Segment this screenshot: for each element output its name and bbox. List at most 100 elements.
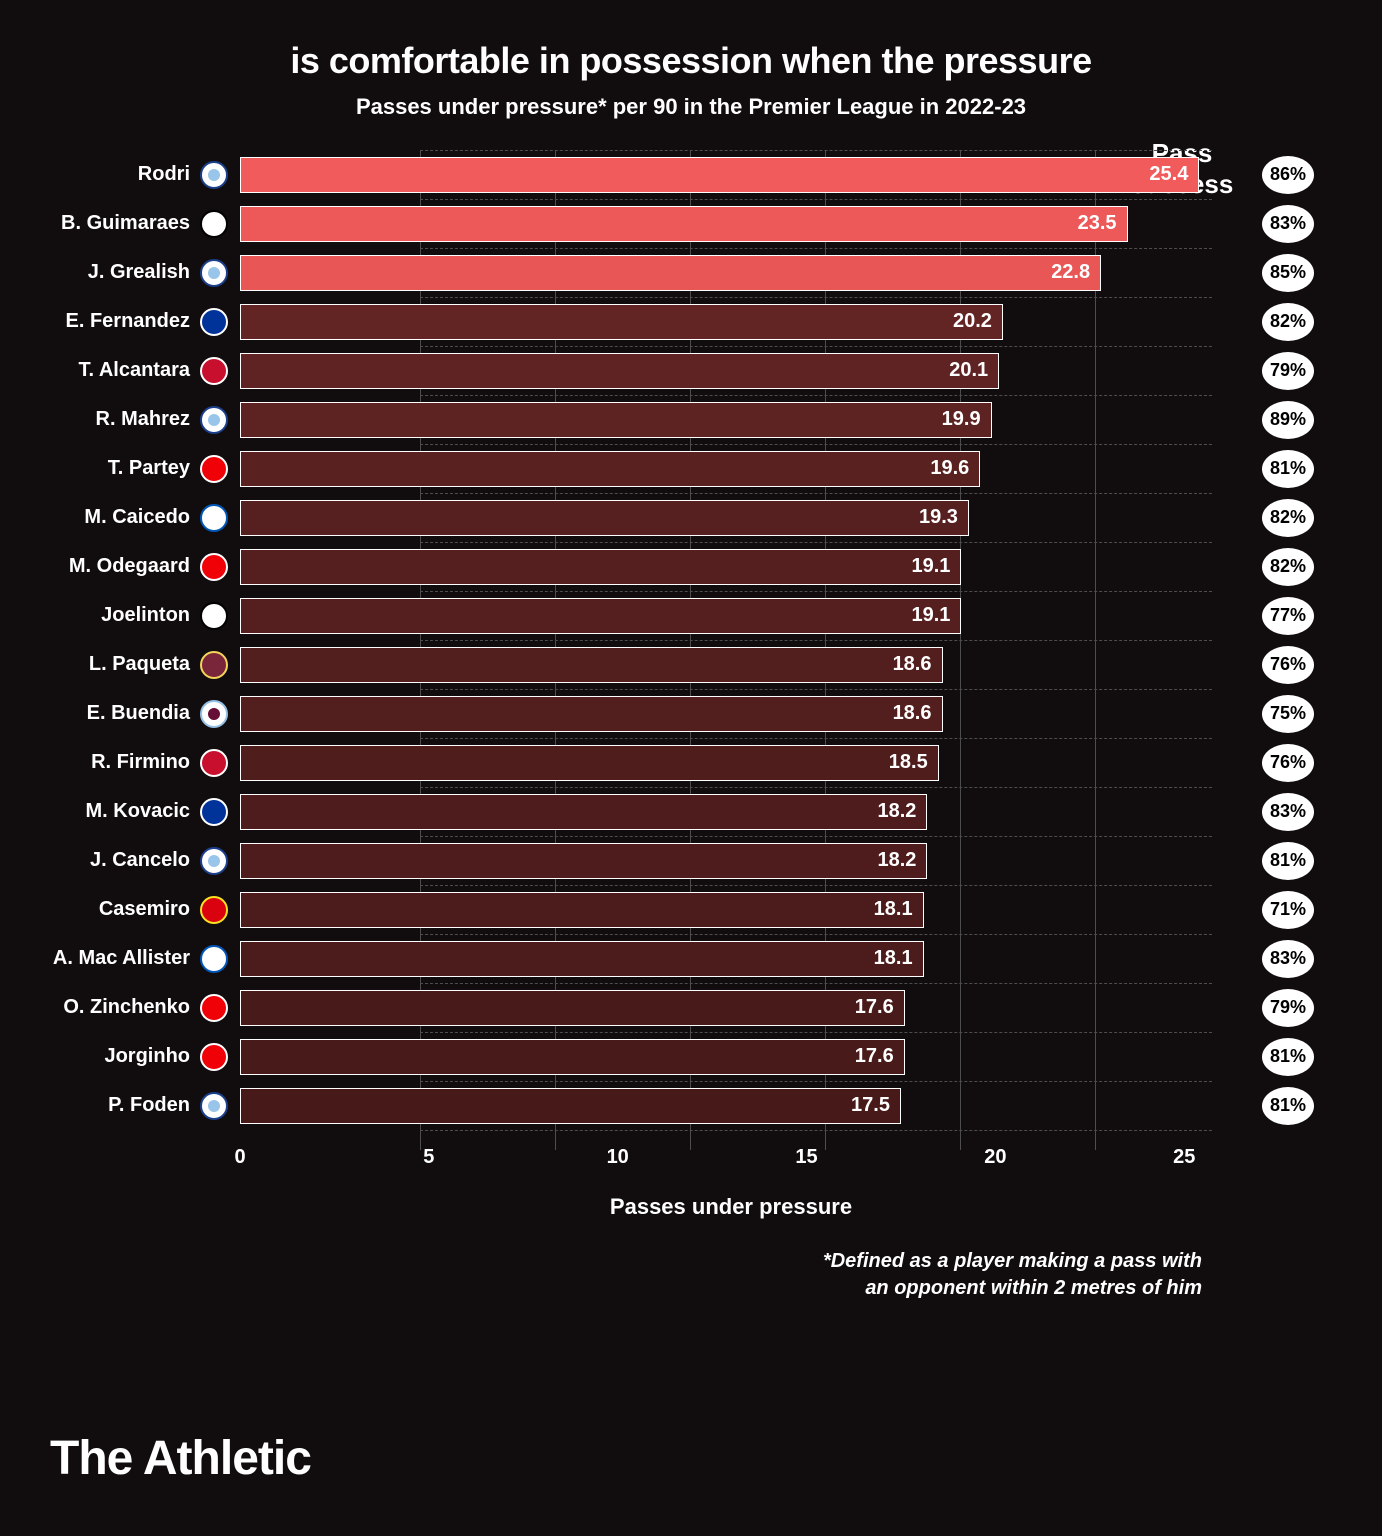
bar-track: 19.6 [240, 451, 1222, 487]
player-row: M. Kovacic18.283% [240, 787, 1222, 836]
pass-success-pill: 76% [1262, 646, 1314, 684]
bar: 18.2 [240, 843, 927, 879]
player-row: R. Mahrez19.989% [240, 395, 1222, 444]
bar-track: 18.5 [240, 745, 1222, 781]
player-row: B. Guimaraes23.583% [240, 199, 1222, 248]
bar-value: 18.6 [893, 653, 932, 676]
x-tick-label: 20 [984, 1146, 1006, 1169]
x-tick-label: 10 [607, 1146, 629, 1169]
bar-track: 19.3 [240, 500, 1222, 536]
bar: 18.1 [240, 892, 924, 928]
club-badge-icon [200, 504, 228, 532]
pass-success-pill: 81% [1262, 450, 1314, 488]
bar-track: 23.5 [240, 206, 1222, 242]
player-row: R. Firmino18.576% [240, 738, 1222, 787]
bar-value: 18.2 [877, 849, 916, 872]
bar: 19.3 [240, 500, 969, 536]
bar-track: 17.6 [240, 1039, 1222, 1075]
bar: 19.9 [240, 402, 992, 438]
bar: 18.6 [240, 696, 943, 732]
bar-value: 20.1 [949, 359, 988, 382]
player-name: L. Paqueta [30, 653, 190, 676]
club-badge-icon [200, 847, 228, 875]
bar-value: 19.6 [930, 457, 969, 480]
bar-value: 19.3 [919, 506, 958, 529]
bar-track: 18.6 [240, 696, 1222, 732]
pass-success-pill: 71% [1262, 891, 1314, 929]
bar-track: 18.2 [240, 843, 1222, 879]
club-badge-icon [200, 161, 228, 189]
bar-value: 18.6 [893, 702, 932, 725]
pass-success-pill: 83% [1262, 205, 1314, 243]
bar: 23.5 [240, 206, 1128, 242]
player-name: E. Buendia [30, 702, 190, 725]
player-name: A. Mac Allister [30, 947, 190, 970]
pass-success-pill: 89% [1262, 401, 1314, 439]
player-row: J. Cancelo18.281% [240, 836, 1222, 885]
x-axis-title: Passes under pressure [240, 1194, 1222, 1220]
player-row: Jorginho17.681% [240, 1032, 1222, 1081]
x-tick-label: 25 [1173, 1146, 1195, 1169]
bar-track: 20.1 [240, 353, 1222, 389]
player-row: A. Mac Allister18.183% [240, 934, 1222, 983]
player-name: T. Partey [30, 457, 190, 480]
bar-track: 25.4 [240, 157, 1222, 193]
rows-container: Rodri25.486%B. Guimaraes23.583%J. Greali… [240, 150, 1222, 1130]
x-tick-label: 0 [234, 1146, 245, 1169]
bar: 18.6 [240, 647, 943, 683]
bar-value: 18.1 [874, 947, 913, 970]
club-badge-icon [200, 602, 228, 630]
player-name: Joelinton [30, 604, 190, 627]
chart-area: Pass success Rodri25.486%B. Guimaraes23.… [60, 150, 1322, 1220]
pass-success-pill: 86% [1262, 156, 1314, 194]
pass-success-pill: 81% [1262, 1038, 1314, 1076]
player-name: R. Mahrez [30, 408, 190, 431]
bar-value: 25.4 [1149, 163, 1188, 186]
bar-track: 22.8 [240, 255, 1222, 291]
bar-track: 20.2 [240, 304, 1222, 340]
x-tick-label: 15 [795, 1146, 817, 1169]
club-badge-icon [200, 308, 228, 336]
player-name: J. Grealish [30, 261, 190, 284]
plot: Rodri25.486%B. Guimaraes23.583%J. Greali… [240, 150, 1222, 1130]
bar: 20.1 [240, 353, 999, 389]
club-badge-icon [200, 651, 228, 679]
player-row: O. Zinchenko17.679% [240, 983, 1222, 1032]
pass-success-pill: 79% [1262, 352, 1314, 390]
club-badge-icon [200, 553, 228, 581]
bar: 17.6 [240, 990, 905, 1026]
club-badge-icon [200, 357, 228, 385]
player-row: Casemiro18.171% [240, 885, 1222, 934]
bar: 17.5 [240, 1088, 901, 1124]
player-row: L. Paqueta18.676% [240, 640, 1222, 689]
bar-value: 19.9 [942, 408, 981, 431]
bar: 19.1 [240, 598, 961, 634]
bar-value: 23.5 [1078, 212, 1117, 235]
bar-value: 18.5 [889, 751, 928, 774]
footnote-line-2: an opponent within 2 metres of him [865, 1277, 1202, 1299]
club-badge-icon [200, 406, 228, 434]
pass-success-pill: 82% [1262, 303, 1314, 341]
club-badge-icon [200, 945, 228, 973]
bar-track: 17.6 [240, 990, 1222, 1026]
pass-success-pill: 81% [1262, 842, 1314, 880]
player-name: P. Foden [30, 1094, 190, 1117]
player-name: O. Zinchenko [30, 996, 190, 1019]
bar-value: 17.6 [855, 996, 894, 1019]
bar-track: 19.9 [240, 402, 1222, 438]
player-row: M. Caicedo19.382% [240, 493, 1222, 542]
club-badge-icon [200, 1092, 228, 1120]
grid-line-h [420, 1130, 1212, 1131]
club-badge-icon [200, 994, 228, 1022]
bar: 25.4 [240, 157, 1199, 193]
bar-value: 19.1 [911, 604, 950, 627]
pass-success-pill: 85% [1262, 254, 1314, 292]
bar: 19.1 [240, 549, 961, 585]
player-row: T. Alcantara20.179% [240, 346, 1222, 395]
bar: 18.5 [240, 745, 939, 781]
bar: 20.2 [240, 304, 1003, 340]
bar: 18.1 [240, 941, 924, 977]
bar: 17.6 [240, 1039, 905, 1075]
bar-track: 19.1 [240, 549, 1222, 585]
player-row: E. Fernandez20.282% [240, 297, 1222, 346]
